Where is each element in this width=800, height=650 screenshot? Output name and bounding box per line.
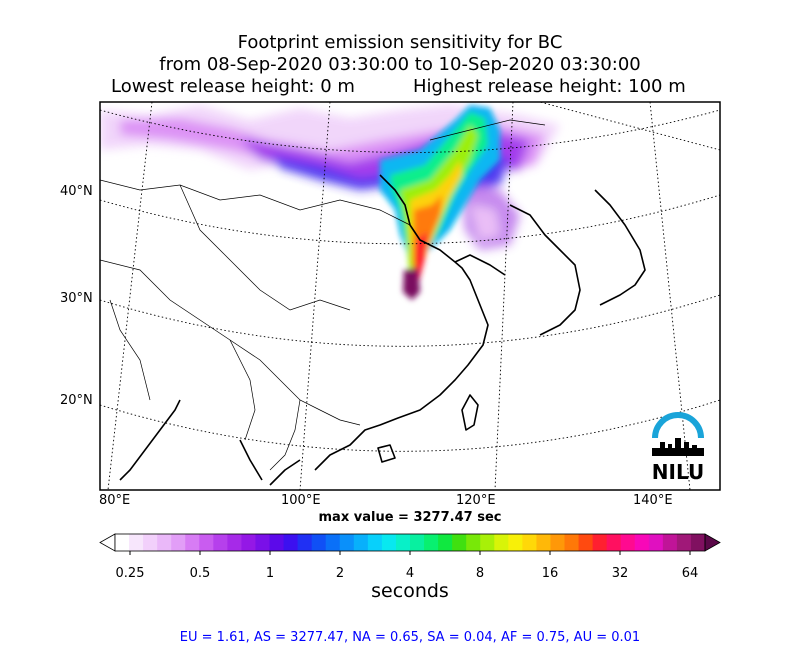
lon-label-80e: 80°E xyxy=(99,493,130,508)
lon-label-100e: 100°E xyxy=(281,493,321,508)
country-borders xyxy=(100,119,546,471)
colorbar-segment xyxy=(353,534,369,551)
chart-title-line-2: from 08-Sep-2020 03:30:00 to 10-Sep-2020… xyxy=(159,54,641,75)
colorbar-segment xyxy=(185,534,200,551)
colorbar-segment xyxy=(255,534,271,551)
colorbar-tick-label: 64 xyxy=(682,566,699,581)
nilu-logo-text: NILU xyxy=(652,460,704,484)
colorbar-segment xyxy=(227,534,243,551)
colorbar-segment xyxy=(536,534,552,551)
colorbar-segment xyxy=(213,534,228,551)
colorbar-segment xyxy=(438,534,453,551)
colorbar-segment xyxy=(662,534,678,551)
nilu-logo: NILU xyxy=(652,412,704,484)
colorbar-segment xyxy=(676,534,692,551)
region-summary: EU = 1.61, AS = 3277.47, NA = 0.65, SA =… xyxy=(179,630,641,645)
lat-label-40n: 40°N xyxy=(60,184,93,199)
colorbar-segment xyxy=(550,534,566,551)
colorbar-segment xyxy=(381,534,397,551)
colorbar-segment xyxy=(452,534,467,551)
colorbar-tick-label: 8 xyxy=(476,566,484,581)
colorbar-tick-label: 16 xyxy=(542,566,559,581)
colorbar-segment xyxy=(297,534,313,551)
colorbar-over-arrow xyxy=(704,533,721,552)
colorbar-segment xyxy=(564,534,580,551)
graticule xyxy=(100,102,720,490)
colorbar-segment xyxy=(241,534,257,551)
colorbar-segment xyxy=(634,534,650,551)
colorbar-segment xyxy=(115,534,130,551)
colorbar-segment xyxy=(410,534,425,551)
colorbar-tick-label: 4 xyxy=(406,566,414,581)
colorbar-segment xyxy=(269,534,285,551)
highest-release-height: Highest release height: 100 m xyxy=(413,76,686,97)
lat-label-30n: 30°N xyxy=(60,291,93,306)
colorbar-segment xyxy=(522,534,538,551)
colorbar-segment xyxy=(311,534,327,551)
max-value-label: max value = 3277.47 sec xyxy=(318,510,502,525)
colorbar-segment xyxy=(171,534,186,551)
colorbar-segment xyxy=(620,534,636,551)
colorbar xyxy=(99,533,721,552)
colorbar-tick-label: 1 xyxy=(266,566,274,581)
map-panel: NILU xyxy=(100,102,720,490)
colorbar-under-arrow xyxy=(99,533,116,552)
lon-label-140e: 140°E xyxy=(633,493,673,508)
colorbar-segment xyxy=(494,534,509,551)
colorbar-units: seconds xyxy=(371,580,449,602)
colorbar-segment xyxy=(339,534,355,551)
colorbar-segment xyxy=(508,534,523,551)
colorbar-segment xyxy=(690,534,706,551)
colorbar-segment xyxy=(283,534,299,551)
colorbar-segment xyxy=(395,534,411,551)
colorbar-segment xyxy=(199,534,214,551)
colorbar-segment xyxy=(592,534,608,551)
colorbar-segment xyxy=(367,534,383,551)
lon-label-120e: 120°E xyxy=(456,493,496,508)
colorbar-segment xyxy=(606,534,622,551)
colorbar-tick-label: 0.5 xyxy=(190,566,211,581)
colorbar-segment xyxy=(424,534,439,551)
colorbar-segment xyxy=(648,534,664,551)
colorbar-tick-label: 32 xyxy=(612,566,629,581)
colorbar-ticks: 0.25 0.5 1 2 4 8 16 32 64 xyxy=(116,551,699,581)
lowest-release-height: Lowest release height: 0 m xyxy=(111,76,355,97)
colorbar-segment xyxy=(129,534,144,551)
chart-title-line-1: Footprint emission sensitivity for BC xyxy=(237,32,563,53)
lat-label-20n: 20°N xyxy=(60,393,93,408)
colorbar-segment xyxy=(325,534,341,551)
colorbar-tick-label: 0.25 xyxy=(116,566,145,581)
colorbar-tick-label: 2 xyxy=(336,566,344,581)
colorbar-segment xyxy=(578,534,594,551)
colorbar-segment xyxy=(480,534,495,551)
coastlines xyxy=(119,174,646,486)
colorbar-segment xyxy=(466,534,481,551)
colorbar-segment xyxy=(143,534,158,551)
map-frame xyxy=(99,101,721,491)
colorbar-segment xyxy=(157,534,172,551)
